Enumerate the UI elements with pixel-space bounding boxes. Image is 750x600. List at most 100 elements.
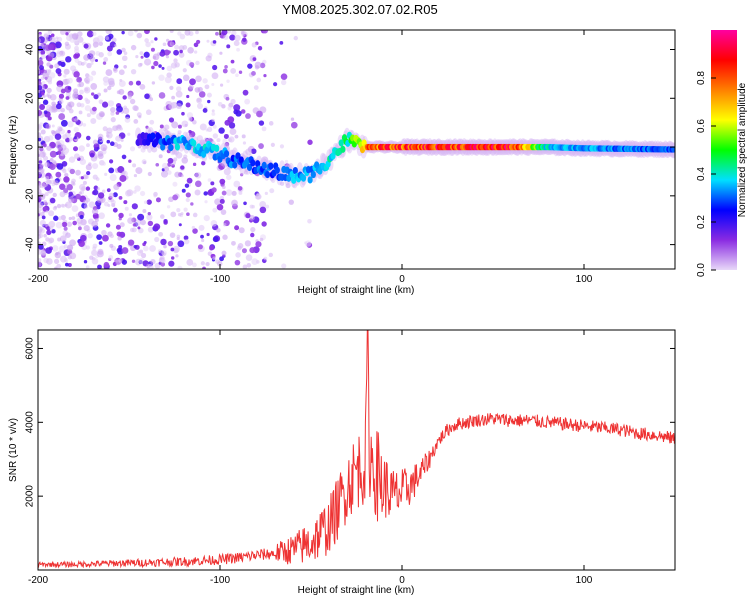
spectral-noise-point bbox=[129, 146, 136, 152]
spectral-noise-point bbox=[219, 198, 225, 204]
spectral-noise-point bbox=[229, 34, 236, 41]
spectral-noise-point bbox=[135, 80, 141, 86]
spectral-noise-point bbox=[137, 213, 145, 221]
spectral-noise-point bbox=[144, 30, 150, 35]
spectral-noise-point bbox=[53, 180, 59, 186]
spectral-noise-point bbox=[202, 108, 208, 113]
spectral-noise-point bbox=[188, 84, 194, 90]
spectral-noise-point bbox=[173, 58, 178, 63]
spectral-noise-point bbox=[46, 145, 52, 151]
spectral-noise-point bbox=[230, 149, 237, 157]
spectrogram-x-tick-label: 100 bbox=[576, 274, 593, 285]
spectral-noise-point bbox=[49, 197, 56, 204]
spectral-noise-point bbox=[81, 186, 86, 192]
spectral-noise-point bbox=[290, 117, 295, 121]
spectral-noise-point bbox=[78, 226, 82, 231]
spectral-noise-point bbox=[67, 77, 73, 84]
spectral-noise-point bbox=[124, 206, 129, 211]
spectral-noise-point bbox=[48, 237, 55, 244]
spectral-noise-point bbox=[240, 109, 246, 114]
spectral-noise-point bbox=[245, 148, 253, 156]
spectral-noise-point bbox=[144, 38, 149, 43]
spectral-noise-point bbox=[158, 74, 165, 81]
spectral-noise-point bbox=[41, 215, 46, 220]
spectral-noise-point bbox=[92, 31, 97, 36]
spectral-noise-point bbox=[127, 132, 131, 136]
spectral-noise-point bbox=[66, 184, 73, 191]
spectral-noise-point bbox=[56, 143, 63, 150]
spectral-noise-point bbox=[234, 34, 241, 42]
spectral-noise-point bbox=[212, 124, 217, 129]
spectral-noise-point bbox=[105, 69, 113, 76]
spectral-noise-point bbox=[132, 163, 137, 168]
spectral-noise-point bbox=[58, 99, 64, 104]
spectral-noise-point bbox=[98, 241, 103, 245]
spectral-noise-point bbox=[102, 234, 109, 242]
spectral-noise-point bbox=[46, 87, 52, 94]
spectral-noise-point bbox=[86, 30, 94, 38]
spectral-noise-point bbox=[219, 83, 224, 87]
spectral-noise-point bbox=[123, 200, 128, 205]
spectral-noise-point bbox=[230, 68, 237, 74]
ridge-point bbox=[150, 132, 156, 140]
spectral-noise-point bbox=[72, 93, 79, 100]
spectral-noise-point bbox=[107, 51, 113, 57]
spectral-noise-point bbox=[74, 58, 80, 63]
spectral-noise-point bbox=[66, 221, 73, 227]
spectral-noise-point bbox=[39, 163, 44, 169]
spectral-noise-point bbox=[149, 119, 155, 125]
spectral-noise-point bbox=[79, 214, 84, 220]
spectral-noise-point bbox=[62, 134, 68, 140]
spectral-noise-point bbox=[38, 160, 43, 164]
spectral-noise-point bbox=[97, 133, 104, 140]
spectral-noise-point bbox=[72, 182, 76, 186]
spectral-noise-point bbox=[102, 76, 110, 83]
spectral-noise-point bbox=[223, 133, 229, 139]
spectral-noise-point bbox=[210, 181, 215, 186]
spectral-noise-point bbox=[168, 103, 175, 110]
spectral-noise-point bbox=[269, 188, 275, 194]
spectral-noise-point bbox=[280, 73, 288, 80]
spectral-noise-point bbox=[52, 192, 57, 198]
spectral-noise-point bbox=[163, 220, 168, 225]
spectral-noise-point bbox=[110, 117, 116, 123]
spectral-noise-point bbox=[285, 182, 291, 189]
spectral-noise-point bbox=[281, 79, 287, 86]
spectral-noise-point bbox=[238, 191, 243, 195]
spectral-noise-point bbox=[139, 51, 144, 55]
spectral-noise-point bbox=[186, 112, 194, 119]
spectral-noise-point bbox=[55, 103, 62, 110]
ridge-point bbox=[307, 176, 313, 184]
spectral-noise-point bbox=[83, 54, 90, 61]
spectral-noise-point bbox=[234, 259, 241, 266]
spectral-noise-point bbox=[195, 30, 199, 35]
spectral-noise-point bbox=[236, 245, 242, 251]
spectral-noise-point bbox=[54, 251, 62, 259]
spectral-noise-point bbox=[133, 173, 138, 178]
spectral-noise-point bbox=[109, 141, 115, 147]
spectral-noise-point bbox=[177, 31, 182, 36]
spectral-noise-point bbox=[54, 63, 60, 69]
spectral-noise-point bbox=[211, 72, 219, 80]
spectral-noise-point bbox=[59, 191, 66, 198]
spectral-noise-point bbox=[250, 232, 255, 238]
spectral-noise-point bbox=[102, 162, 106, 166]
spectral-noise-point bbox=[68, 137, 73, 142]
spectral-noise-point bbox=[71, 216, 76, 221]
spectral-noise-point bbox=[116, 49, 123, 55]
spectral-noise-point bbox=[52, 160, 57, 165]
spectral-noise-point bbox=[38, 258, 42, 263]
spectrogram-x-label: Height of straight line (km) bbox=[298, 285, 415, 296]
spectral-noise-point bbox=[64, 41, 70, 47]
spectral-noise-point bbox=[59, 183, 66, 190]
spectral-noise-point bbox=[108, 192, 115, 199]
spectral-noise-point bbox=[106, 139, 111, 144]
spectral-noise-point bbox=[231, 199, 238, 207]
spectral-noise-point bbox=[176, 78, 183, 85]
spectral-noise-point bbox=[116, 90, 121, 95]
spectral-noise-point bbox=[202, 266, 206, 269]
spectral-noise-point bbox=[73, 153, 80, 160]
spectral-noise-point bbox=[226, 79, 230, 83]
